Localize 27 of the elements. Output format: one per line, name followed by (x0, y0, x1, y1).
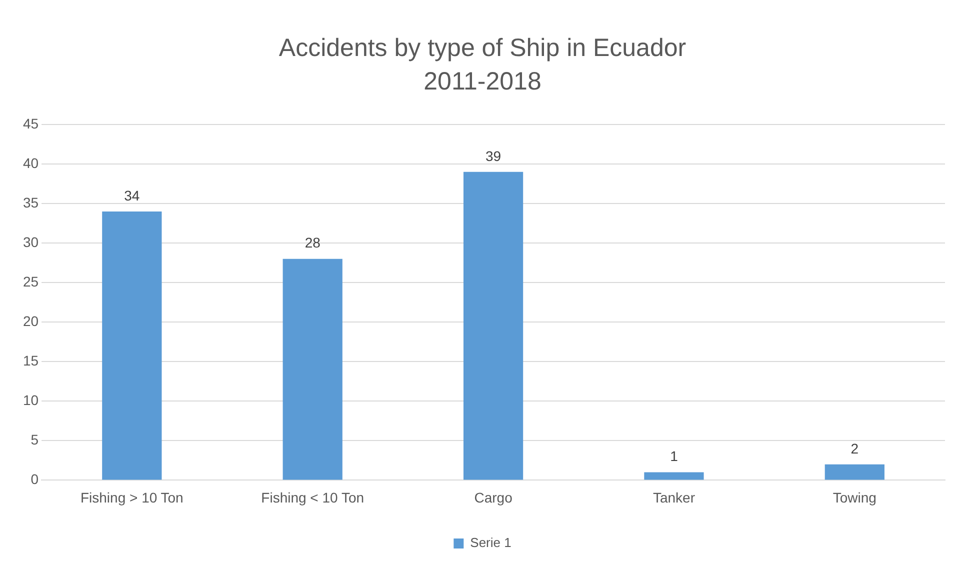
y-tick-label: 35 (22, 194, 39, 210)
y-tick-label: 30 (22, 234, 39, 250)
x-tick-label: Tanker (652, 489, 696, 506)
data-label: 28 (304, 234, 321, 251)
bar (282, 258, 342, 480)
data-label: 1 (670, 448, 678, 464)
chart-title: Accidents by type of Ship in Ecuador 2011-2018 (278, 34, 686, 96)
bar (824, 464, 884, 480)
y-tick-label: 5 (30, 432, 39, 448)
x-tick-label: Fishing > 10 Ton (80, 489, 184, 506)
y-tick-label: 45 (22, 115, 39, 132)
y-tick-label: 20 (22, 312, 39, 329)
legend-label: Serie 1 (470, 535, 512, 550)
y-tick-label: 10 (22, 392, 39, 408)
data-label: 39 (485, 148, 502, 164)
x-tick-label: Fishing < 10 Ton (261, 489, 364, 506)
x-tick-label: Towing (832, 489, 876, 506)
bar (644, 472, 704, 480)
y-tick-label: 15 (22, 352, 39, 368)
bar (102, 211, 162, 480)
y-tick-label: 0 (30, 471, 39, 488)
y-tick-label: 40 (22, 154, 39, 171)
x-tick-label: Cargo (474, 489, 513, 506)
y-tick-label: 25 (22, 273, 39, 290)
data-label: 34 (124, 187, 140, 204)
data-label: 2 (850, 440, 859, 456)
bar (463, 172, 524, 480)
